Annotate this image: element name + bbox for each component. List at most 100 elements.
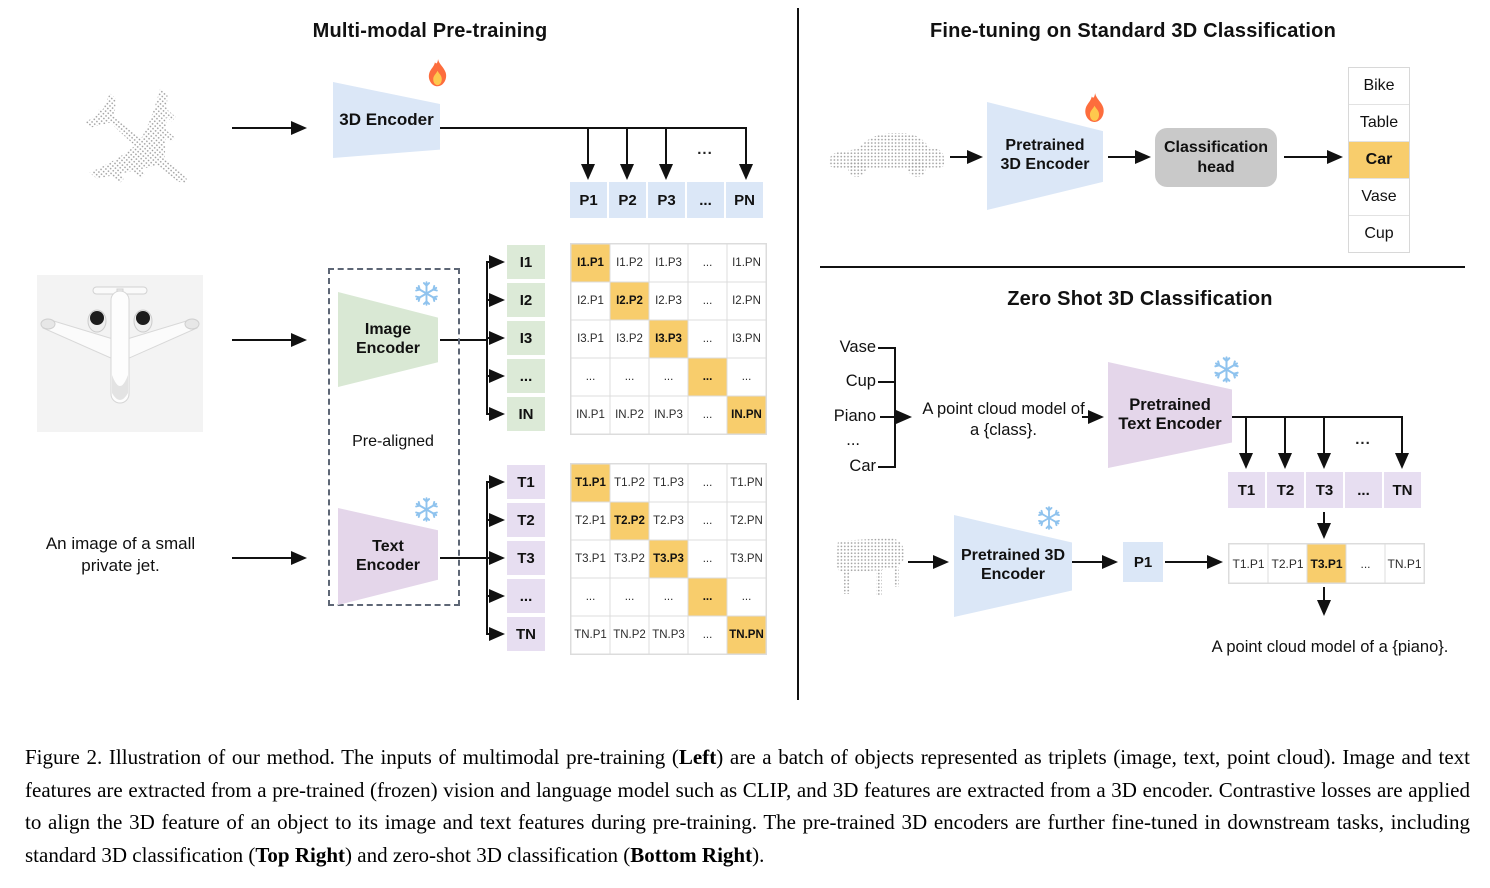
- text-similarity-cell: T3.P2: [610, 540, 649, 578]
- image-encoder-label: Image Encoder: [355, 320, 420, 357]
- zeroshot-result-row: T1.P1 T2.P1 T3.P1... TN.P1: [1228, 543, 1425, 584]
- text-similarity-cell: TN.PN: [727, 616, 766, 654]
- text-similarity-cell: ...: [610, 578, 649, 616]
- text-similarity-cell: T2.PN: [727, 502, 766, 540]
- 3d-encoder-label: 3D Encoder: [339, 109, 434, 129]
- text-feature-column: T1 T2 T3... TN: [507, 465, 545, 651]
- p1-label: P1: [1133, 553, 1153, 571]
- text-feature-cell: T1: [1228, 472, 1265, 508]
- p1-feature-cell: P1: [1123, 542, 1163, 582]
- image-similarity-cell: ...: [571, 358, 610, 396]
- image-feature-cell: I3: [507, 321, 545, 355]
- class-option: Cup: [1349, 216, 1409, 252]
- pretraining-title: Multi-modal Pre-training: [312, 20, 548, 42]
- p-feature-cell: P2: [609, 182, 646, 218]
- image-feature-cell: ...: [507, 359, 545, 393]
- class-option: Vase: [1349, 179, 1409, 216]
- snowflake-icon: [1036, 505, 1062, 531]
- image-feature-cell: IN: [507, 397, 545, 431]
- similarity-score-cell: T1.P1: [1229, 544, 1268, 583]
- text-feature-cell: T2: [507, 503, 545, 537]
- image-similarity-cell: ...: [688, 358, 727, 396]
- text-similarity-cell: TN.P1: [571, 616, 610, 654]
- zeroshot-title: Zero Shot 3D Classification: [1007, 288, 1273, 310]
- piano-point-cloud: [836, 538, 905, 596]
- text-similarity-cell: T2.P3: [649, 502, 688, 540]
- text-similarity-cell: ...: [688, 502, 727, 540]
- class-option: Car: [1349, 142, 1409, 179]
- text-similarity-cell: ...: [688, 578, 727, 616]
- pre-aligned-label: Pre-aligned: [352, 433, 434, 450]
- caption-segment: ) and zero-shot 3D classification (: [345, 842, 631, 867]
- image-similarity-cell: I1.P2: [610, 244, 649, 282]
- image-feature-column: I1 I2 I3... IN: [507, 245, 545, 431]
- text-feature-cell: T3: [507, 541, 545, 575]
- zeroshot-text-feature-row: T1 T2 T3... TN: [1228, 472, 1421, 508]
- image-similarity-cell: I2.P2: [610, 282, 649, 320]
- caption-segment: Left: [678, 745, 717, 769]
- image-feature-cell: I1: [507, 245, 545, 279]
- figure-caption: Figure 2. Illustration of our method. Th…: [25, 741, 1470, 871]
- zeroshot-output-text: A point cloud model of a {piano}.: [1211, 638, 1449, 656]
- prompt-class-label: Vase: [839, 338, 876, 356]
- image-similarity-cell: I3.P2: [610, 320, 649, 358]
- snowflake-icon: [413, 280, 440, 307]
- panel-divider-vertical: [797, 8, 799, 700]
- p-feature-cell: P3: [648, 182, 685, 218]
- image-similarity-cell: I2.P1: [571, 282, 610, 320]
- prompt-class-label: ...: [846, 431, 860, 449]
- classification-head: Classification head: [1155, 128, 1277, 187]
- snowflake-icon: [413, 496, 440, 523]
- finetuning-title: Fine-tuning on Standard 3D Classificatio…: [929, 20, 1336, 42]
- class-list: Bike Table Car Vase Cup: [1348, 67, 1410, 253]
- text-similarity-cell: T1.P1: [571, 464, 610, 502]
- text-similarity-cell: TN.P2: [610, 616, 649, 654]
- caption-segment: Figure 2. Illustration of our method. Th…: [25, 745, 679, 769]
- similarity-score-cell: T2.P1: [1268, 544, 1307, 583]
- image-similarity-cell: ...: [688, 244, 727, 282]
- p-feature-cell: PN: [726, 182, 763, 218]
- class-option: Bike: [1349, 68, 1409, 105]
- image-similarity-cell: I3.P3: [649, 320, 688, 358]
- image-similarity-cell: IN.P1: [571, 396, 610, 434]
- flame-icon: [1080, 92, 1109, 126]
- image-similarity-cell: I1.P3: [649, 244, 688, 282]
- image-similarity-cell: I2.PN: [727, 282, 766, 320]
- jet-image: [37, 275, 203, 432]
- connector-lines: [232, 121, 1409, 641]
- text-similarity-cell: ...: [571, 578, 610, 616]
- text-similarity-cell: T3.P1: [571, 540, 610, 578]
- text-similarity-cell: T1.P3: [649, 464, 688, 502]
- classification-head-label: Classification head: [1163, 139, 1269, 176]
- caption-segment: ).: [752, 842, 765, 867]
- p-feature-row: P1 P2 P3... PN: [570, 182, 763, 218]
- panel-divider-horizontal: [820, 266, 1465, 268]
- prompt-class-column: Vase Cup Piano... Car: [790, 0, 876, 712]
- text-feature-cell: ...: [507, 579, 545, 613]
- text-similarity-cell: T2.P2: [610, 502, 649, 540]
- image-similarity-cell: ...: [727, 358, 766, 396]
- caption-segment: Bottom Right: [630, 842, 753, 867]
- image-similarity-cell: IN.P2: [610, 396, 649, 434]
- similarity-score-cell: ...: [1346, 544, 1385, 583]
- p-feature-cell: P1: [570, 182, 607, 218]
- text-feature-cell: TN: [507, 617, 545, 651]
- ellipsis-t-arrows: ...: [1355, 431, 1371, 448]
- image-similarity-cell: I3.PN: [727, 320, 766, 358]
- image-similarity-cell: I1.P1: [571, 244, 610, 282]
- text-feature-cell: ...: [1345, 472, 1382, 508]
- image-similarity-cell: I3.P1: [571, 320, 610, 358]
- image-feature-cell: I2: [507, 283, 545, 317]
- image-similarity-cell: I1.PN: [727, 244, 766, 282]
- ellipsis-p-arrows: ...: [697, 141, 713, 158]
- text-similarity-cell: ...: [688, 616, 727, 654]
- prompt-class-label: Piano: [833, 407, 876, 425]
- prompt-template-text: A point cloud model of a {class}.: [922, 400, 1085, 440]
- car-point-cloud: [829, 133, 944, 177]
- prompt-class-label: Cup: [845, 372, 876, 390]
- text-similarity-cell: T1.PN: [727, 464, 766, 502]
- airplane-point-cloud: ✈: [35, 52, 245, 237]
- image-similarity-cell: IN.PN: [727, 396, 766, 434]
- text-feature-cell: T1: [507, 465, 545, 499]
- text-similarity-matrix: T1.P1 T1.P2 T1.P3... T1.PN T2.P1 T2.P2 T2.P3..…: [570, 463, 767, 655]
